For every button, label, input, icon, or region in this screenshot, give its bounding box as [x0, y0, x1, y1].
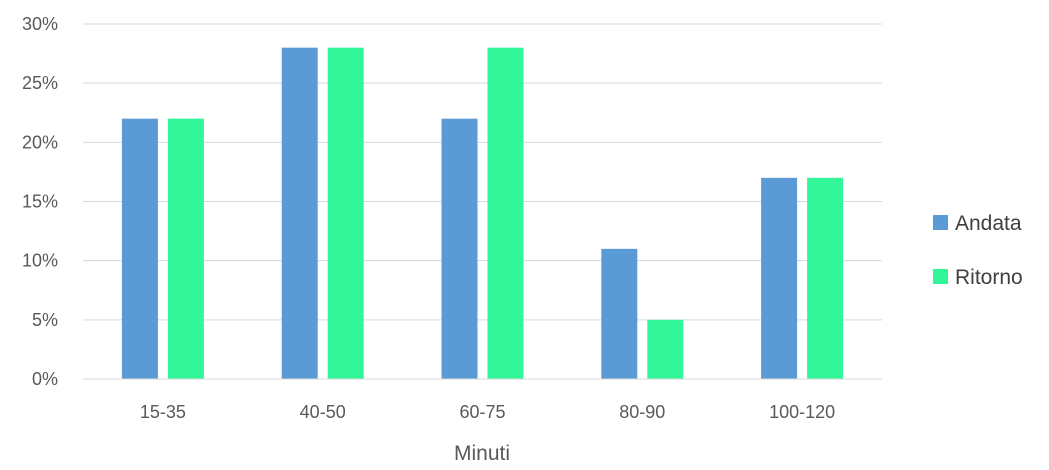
legend-label-ritorno: Ritorno: [955, 266, 1023, 289]
legend-swatch-andata: [933, 215, 948, 230]
x-tick-label: 15-35: [140, 402, 186, 422]
bar-andata-80-90: [601, 248, 638, 379]
bar-ritorno-40-50: [327, 47, 364, 380]
bar-andata-40-50: [281, 47, 318, 380]
bar-ritorno-60-75: [487, 47, 524, 380]
y-tick-label: 25%: [22, 73, 58, 93]
y-tick-label: 15%: [22, 192, 58, 212]
x-tick-label: 60-75: [459, 402, 505, 422]
y-tick-label: 30%: [22, 14, 58, 34]
y-tick-label: 10%: [22, 251, 58, 271]
y-tick-label: 20%: [22, 132, 58, 152]
bar-ritorno-15-35: [167, 118, 204, 380]
x-axis-title: Minuti: [454, 442, 510, 465]
bar-andata-100-120: [761, 177, 798, 379]
legend-swatch-ritorno: [933, 269, 948, 284]
bar-andata-15-35: [121, 118, 158, 380]
x-axis-ticks: 15-35 40-50 60-75 80-90 100-120: [140, 402, 835, 422]
bar-ritorno-100-120: [807, 177, 844, 379]
bar-andata-60-75: [441, 118, 478, 380]
gridlines: [83, 23, 882, 321]
x-tick-label: 100-120: [769, 402, 835, 422]
y-tick-label: 0%: [32, 369, 58, 389]
y-axis-ticks: 0% 5% 10% 15% 20% 25% 30%: [22, 14, 58, 389]
x-tick-label: 80-90: [619, 402, 665, 422]
x-tick-label: 40-50: [300, 402, 346, 422]
bars: [121, 47, 844, 380]
legend: Andata Ritorno: [933, 212, 1023, 289]
legend-label-andata: Andata: [955, 212, 1022, 235]
y-tick-label: 5%: [32, 310, 58, 330]
bar-ritorno-80-90: [647, 319, 684, 379]
